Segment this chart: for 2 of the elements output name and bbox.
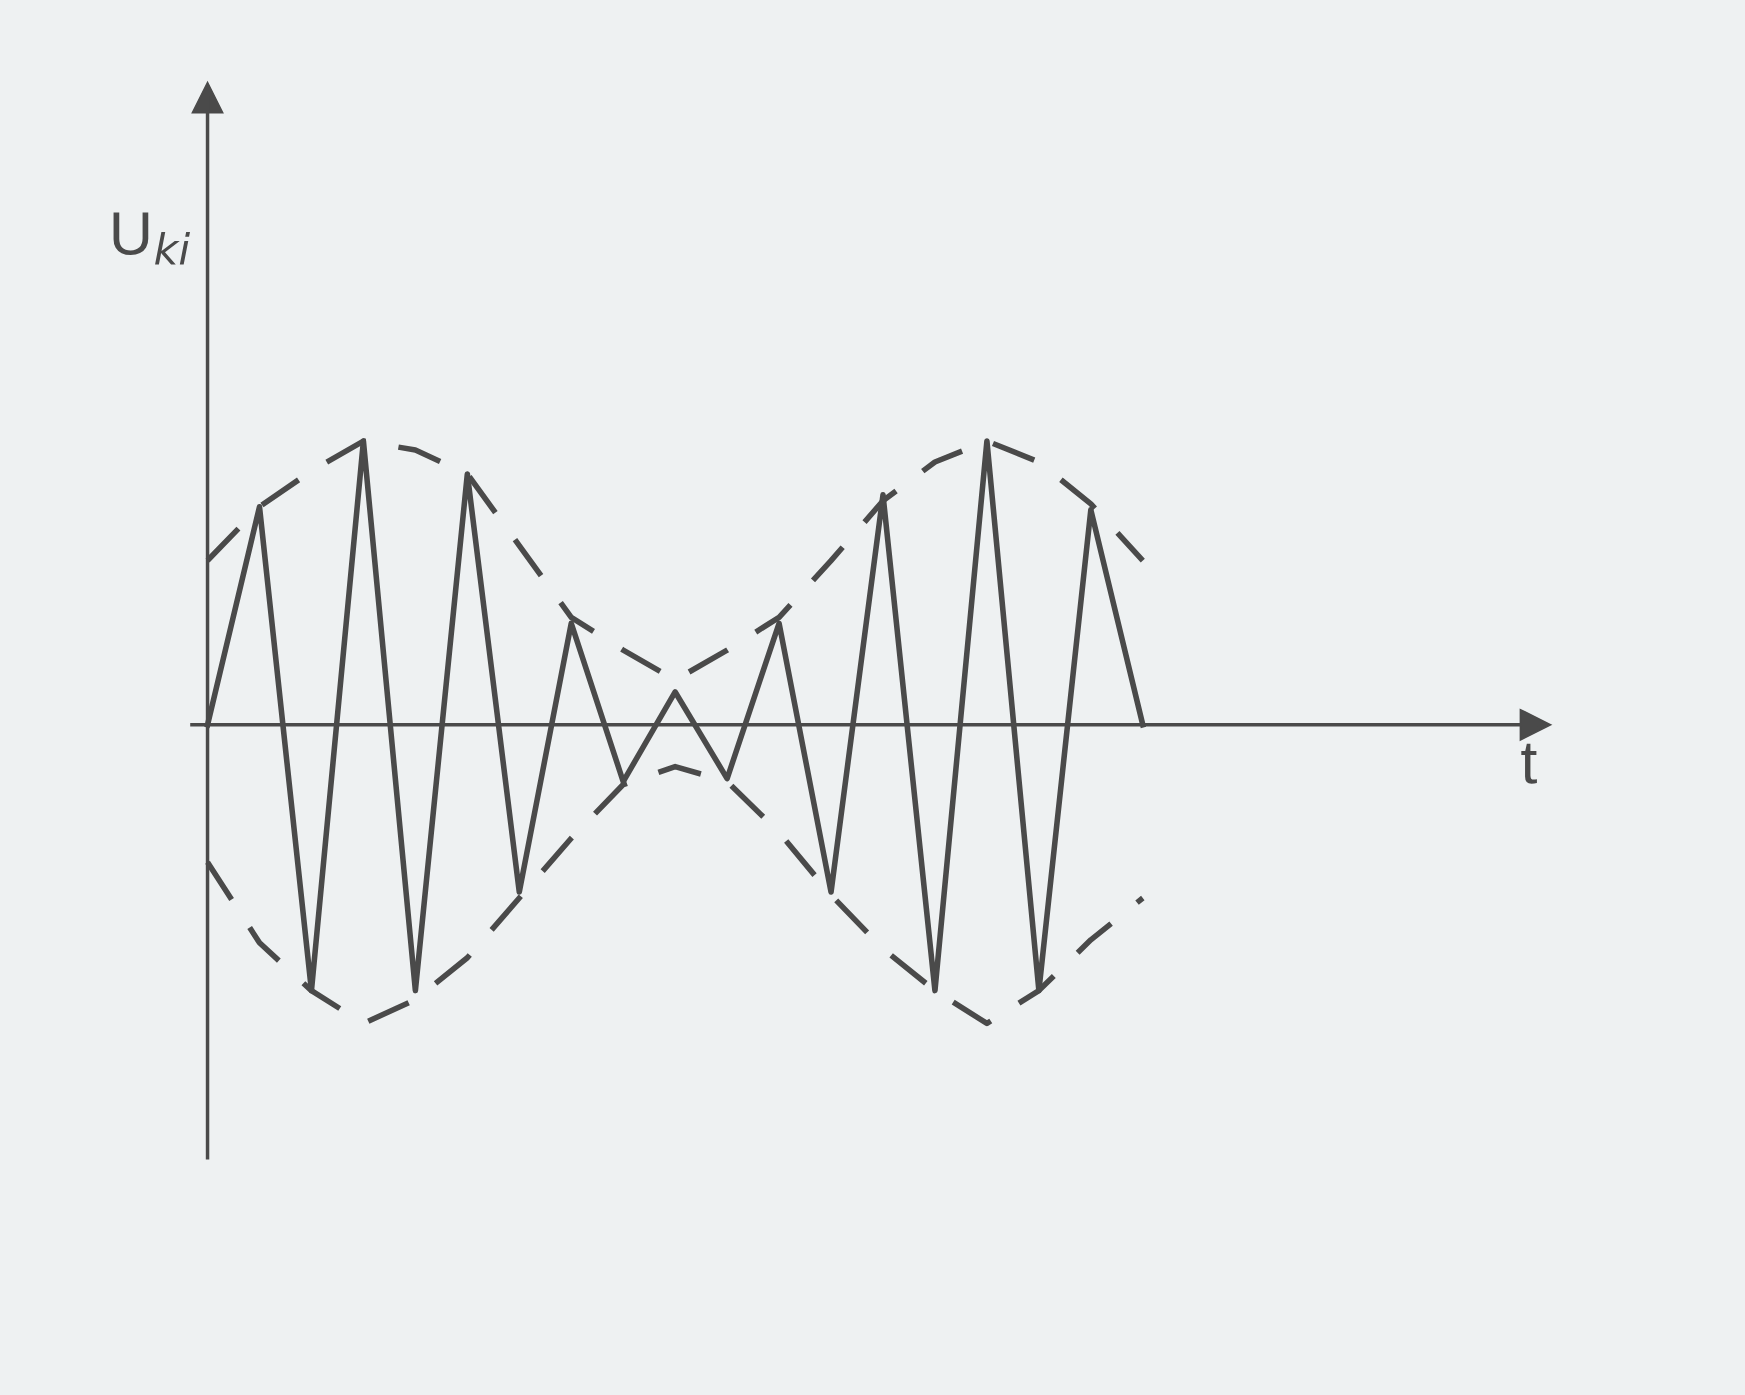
y-axis-title: U$_{ki}$ — [113, 212, 191, 265]
text: t — [1521, 743, 1537, 784]
